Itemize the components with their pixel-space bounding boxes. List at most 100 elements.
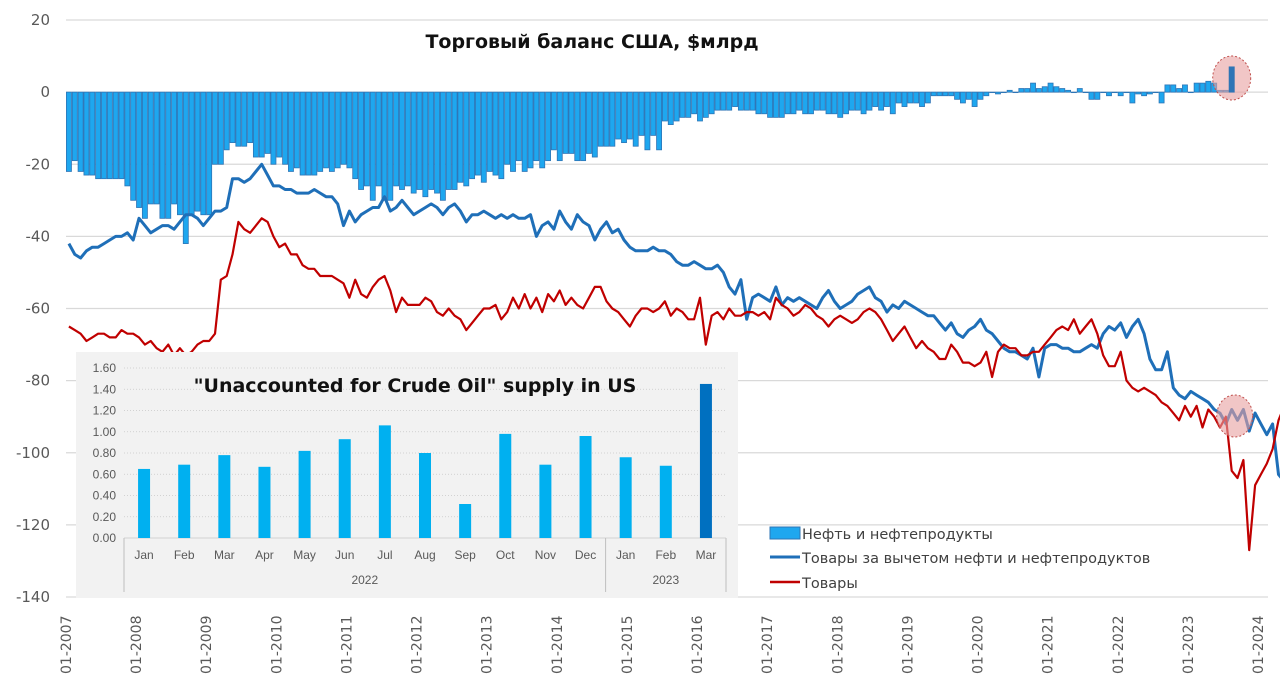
inset-x-tick-label: Jan [616, 548, 635, 562]
oil-bar [1176, 88, 1183, 93]
inset-x-tick-label: Jun [335, 548, 354, 562]
oil-bar [562, 91, 569, 154]
oil-bar [574, 91, 581, 162]
oil-bar [708, 91, 715, 115]
oil-bar [919, 91, 925, 107]
oil-bar [1030, 82, 1036, 93]
inset-x-tick-label: Dec [575, 548, 596, 562]
oil-bar [1141, 91, 1147, 97]
oil-bar [1193, 82, 1200, 93]
oil-bar [767, 91, 774, 118]
oil-bar [948, 91, 955, 97]
oil-bar [188, 91, 195, 216]
x-tick-label: 01-2012 [410, 616, 426, 675]
oil-bar [802, 91, 809, 115]
oil-bar [854, 91, 861, 111]
x-tick-label: 01-2022 [1111, 616, 1127, 675]
oil-bar [632, 91, 639, 147]
oil-bar [872, 91, 879, 107]
inset-x-tick-label: Sep [454, 548, 476, 562]
oil-bar [1000, 91, 1007, 94]
inset-x-tick-label: Feb [655, 548, 676, 562]
oil-bar [1182, 84, 1188, 93]
oil-bar [1199, 82, 1206, 93]
oil-bar [480, 91, 487, 183]
y-tick-label: -120 [16, 516, 50, 534]
oil-bar [1164, 84, 1171, 93]
oil-bar [837, 91, 844, 118]
oil-bar [498, 91, 505, 180]
oil-bar [936, 91, 943, 97]
oil-bar [1006, 89, 1013, 93]
oil-bar [404, 91, 411, 187]
oil-bar [241, 91, 248, 147]
inset-bar [499, 433, 512, 538]
oil-bar [720, 91, 727, 111]
oil-bar [843, 91, 849, 115]
oil-bar [299, 91, 306, 176]
inset-bar [539, 464, 552, 538]
oil-bar [212, 91, 218, 165]
oil-bar [381, 91, 388, 201]
oil-bar [439, 91, 446, 201]
oil-bar [118, 91, 125, 180]
x-tick-label: 01-2023 [1181, 616, 1197, 675]
legend-swatch-bar [769, 526, 801, 540]
oil-bar [475, 91, 481, 176]
inset-y-tick-label: 1.60 [93, 361, 117, 375]
oil-bar [124, 91, 131, 187]
y-tick-label: -100 [16, 444, 50, 462]
inset-x-tick-label: Jan [134, 548, 153, 562]
oil-bar [533, 91, 540, 162]
x-tick-label: 01-2024 [1251, 615, 1267, 674]
oil-bar [831, 91, 838, 115]
oil-bar [784, 91, 791, 115]
legend-item-goods-ex-oil[interactable]: Товары за вычетом нефти и нефтепродуктов [770, 551, 1150, 567]
inset-y-tick-label: 0.00 [93, 531, 117, 545]
series-lines [67, 162, 1280, 552]
oil-bar [328, 91, 335, 172]
inset-group-label: 2022 [351, 573, 378, 587]
goods-ex-oil-line [67, 162, 1280, 479]
oil-bar [755, 91, 762, 115]
oil-bar [1065, 89, 1072, 93]
oil-bar [177, 91, 183, 216]
legend-item-oil[interactable]: Нефть и нефтепродукты [769, 526, 993, 543]
inset-bar [378, 425, 391, 538]
oil-bar [247, 91, 253, 144]
oil-bar [597, 91, 604, 147]
oil-bar [1106, 91, 1112, 97]
oil-bar [510, 91, 516, 172]
oil-bar [1024, 88, 1031, 93]
oil-bar [288, 91, 294, 172]
oil-bar [340, 91, 347, 165]
oil-bar [673, 91, 680, 122]
inset-bar [579, 436, 592, 538]
oil-bar [270, 91, 277, 165]
oil-bar [434, 91, 440, 194]
inset-bar [419, 453, 431, 538]
oil-bar [469, 91, 476, 180]
oil-bar [825, 91, 832, 115]
oil-bar [644, 91, 651, 151]
inset-y-tick-label: 1.40 [93, 382, 117, 396]
oil-bar [907, 91, 914, 104]
inset-bar [178, 464, 191, 538]
oil-bar [615, 91, 622, 140]
y-tick-label: 0 [40, 83, 50, 101]
oil-bar [638, 91, 645, 136]
x-tick-label: 01-2014 [550, 615, 566, 674]
oil-bar [819, 91, 826, 111]
legend: Нефть и нефтепродукты Товары за вычетом … [769, 526, 1150, 592]
oil-bar [165, 91, 172, 219]
legend-item-goods[interactable]: Товары [770, 576, 858, 592]
inset-bar [699, 383, 712, 538]
oil-bar [539, 91, 546, 169]
oil-bar [550, 91, 557, 151]
oil-bar [1135, 91, 1142, 95]
y-axis-ticks: 20 0 -20 -40 -60 -80 -100 -120 -140 [16, 11, 50, 606]
oil-bar [895, 91, 902, 104]
oil-bar [667, 91, 674, 125]
oil-bar [650, 91, 657, 136]
oil-bar [252, 91, 259, 158]
